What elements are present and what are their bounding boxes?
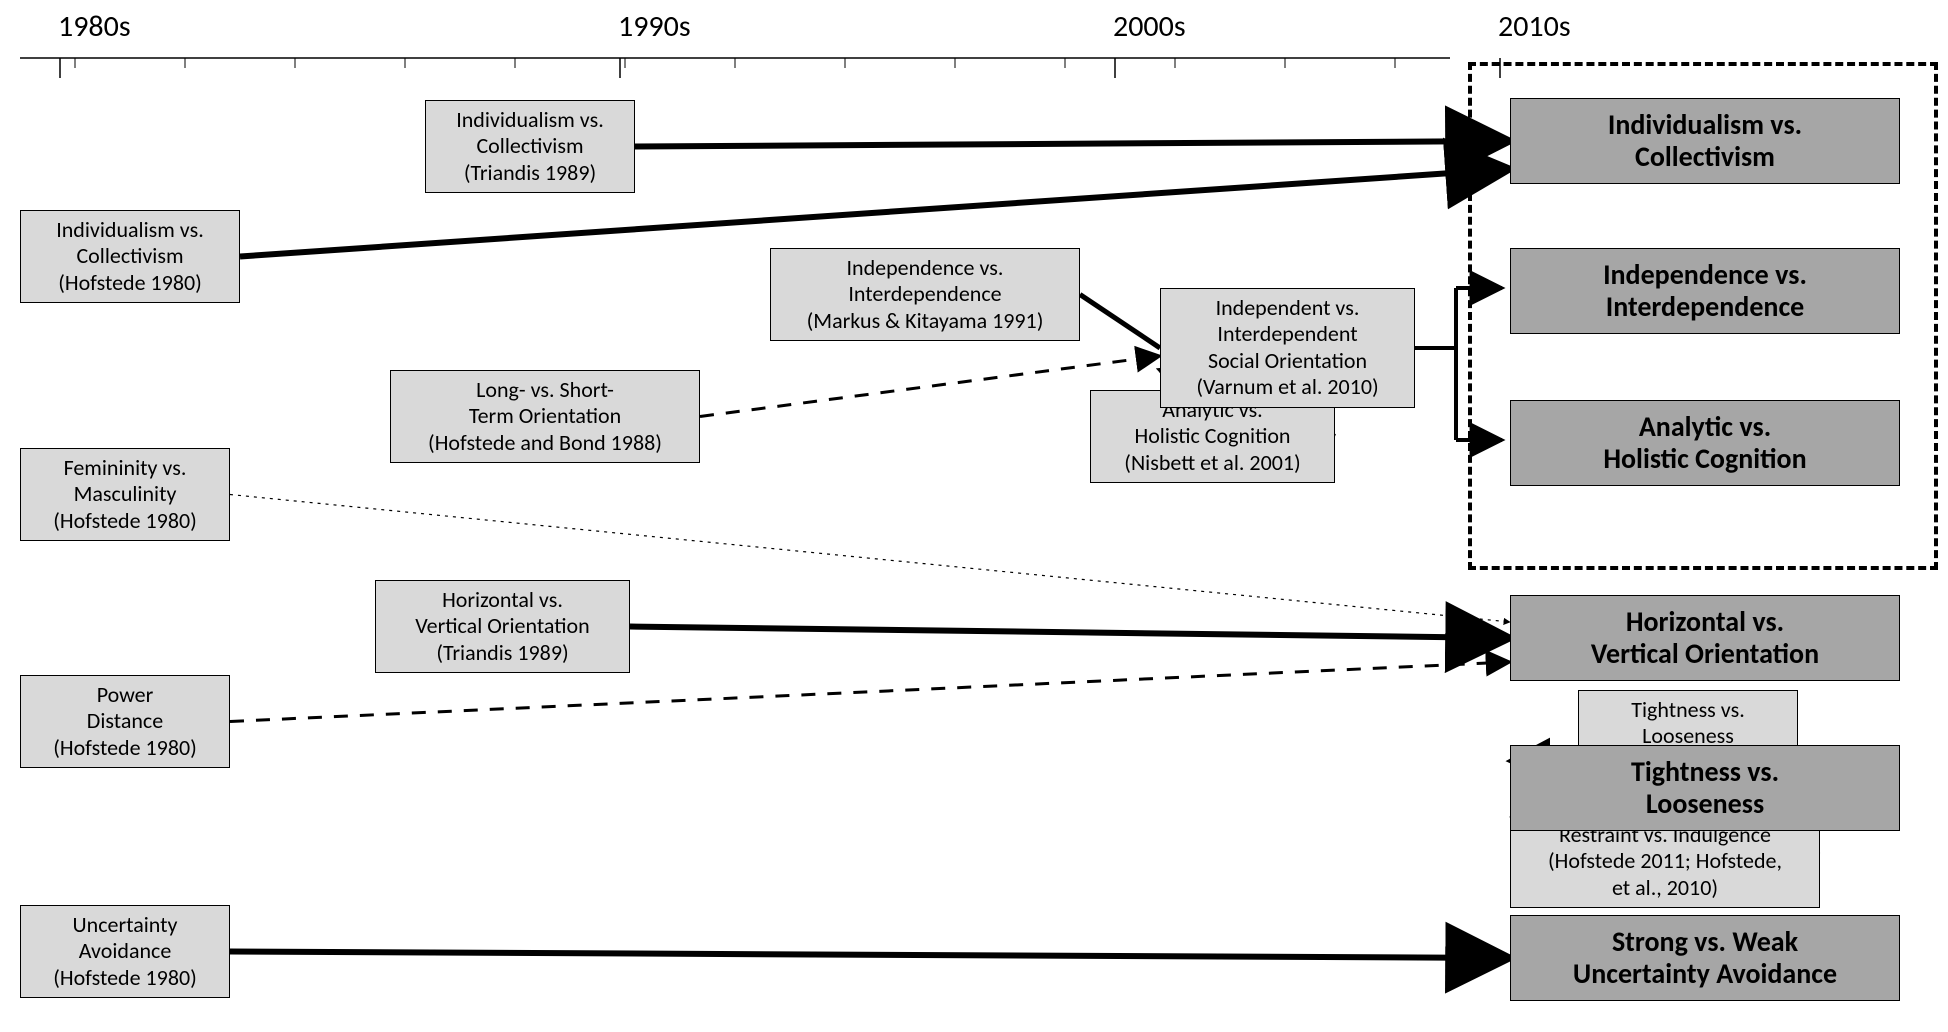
text-line: (Hofstede 1980) bbox=[31, 965, 219, 991]
target-node-tgt_ua: Strong vs. WeakUncertainty Avoidance bbox=[1510, 915, 1900, 1001]
target-node-tgt_hv: Horizontal vs.Vertical Orientation bbox=[1510, 595, 1900, 681]
text-line: Horizontal vs. bbox=[386, 587, 619, 613]
text-line: (Hofstede 2011; Hofstede, bbox=[1521, 848, 1809, 874]
source-node-triandis_hv_1989: Horizontal vs.Vertical Orientation(Trian… bbox=[375, 580, 630, 673]
text-line: Tightness vs. bbox=[1523, 756, 1887, 788]
source-node-hofstede_fem_1980: Femininity vs.Masculinity(Hofstede 1980) bbox=[20, 448, 230, 541]
diagram-canvas: 1980s1990s2000s2010sIndividualism vs.Col… bbox=[0, 0, 1948, 1032]
text-line: Individualism vs. bbox=[1523, 109, 1887, 141]
text-line: Long- vs. Short- bbox=[401, 377, 689, 403]
text-line: Uncertainty bbox=[31, 912, 219, 938]
text-line: Femininity vs. bbox=[31, 455, 219, 481]
text-line: Holistic Cognition bbox=[1523, 443, 1887, 475]
decade-label: 2000s bbox=[1113, 8, 1186, 45]
decade-label: 1980s bbox=[58, 8, 131, 45]
text-line: (Hofstede 1980) bbox=[31, 735, 219, 761]
text-line: (Nisbett et al. 2001) bbox=[1101, 450, 1324, 476]
text-line: (Hofstede 1980) bbox=[31, 508, 219, 534]
text-line: Individualism vs. bbox=[31, 217, 229, 243]
text-line: (Triandis 1989) bbox=[386, 640, 619, 666]
text-line: Independent vs. bbox=[1171, 295, 1404, 321]
text-line: (Hofstede 1980) bbox=[31, 270, 229, 296]
text-line: Collectivism bbox=[31, 243, 229, 269]
text-line: Tightness vs. bbox=[1589, 697, 1787, 723]
text-line: Independence vs. bbox=[781, 255, 1069, 281]
text-line: Analytic vs. bbox=[1523, 411, 1887, 443]
text-line: Holistic Cognition bbox=[1101, 423, 1324, 449]
text-line: Individualism vs. bbox=[436, 107, 624, 133]
text-line: Masculinity bbox=[31, 481, 219, 507]
text-line: Power bbox=[31, 682, 219, 708]
source-node-hofstede_ic_1980: Individualism vs.Collectivism(Hofstede 1… bbox=[20, 210, 240, 303]
text-line: Interdependent bbox=[1171, 321, 1404, 347]
target-node-tgt_tl: Tightness vs.Looseness bbox=[1510, 745, 1900, 831]
text-line: Avoidance bbox=[31, 938, 219, 964]
text-line: (Markus & Kitayama 1991) bbox=[781, 308, 1069, 334]
text-line: (Triandis 1989) bbox=[436, 160, 624, 186]
target-node-tgt_ind: Independence vs.Interdependence bbox=[1510, 248, 1900, 334]
text-line: (Varnum et al. 2010) bbox=[1171, 374, 1404, 400]
source-node-varnum_2010: Independent vs.InterdependentSocial Orie… bbox=[1160, 288, 1415, 408]
source-node-hofstede_pd_1980: PowerDistance(Hofstede 1980) bbox=[20, 675, 230, 768]
text-line: Independence vs. bbox=[1523, 259, 1887, 291]
text-line: Interdependence bbox=[781, 281, 1069, 307]
text-line: Vertical Orientation bbox=[386, 613, 619, 639]
text-line: Interdependence bbox=[1523, 291, 1887, 323]
source-node-triandis_ic_1989: Individualism vs.Collectivism(Triandis 1… bbox=[425, 100, 635, 193]
source-node-hofstede_bond_1988: Long- vs. Short-Term Orientation(Hofsted… bbox=[390, 370, 700, 463]
text-line: Horizontal vs. bbox=[1523, 606, 1887, 638]
text-line: et al., 2010) bbox=[1521, 875, 1809, 901]
target-node-tgt_hol: Analytic vs.Holistic Cognition bbox=[1510, 400, 1900, 486]
text-line: Looseness bbox=[1523, 788, 1887, 820]
target-node-tgt_ic: Individualism vs.Collectivism bbox=[1510, 98, 1900, 184]
source-node-hofstede_ua_1980: UncertaintyAvoidance(Hofstede 1980) bbox=[20, 905, 230, 998]
text-line: Distance bbox=[31, 708, 219, 734]
text-line: Vertical Orientation bbox=[1523, 638, 1887, 670]
text-line: Strong vs. Weak bbox=[1523, 926, 1887, 958]
source-node-markus_1991: Independence vs.Interdependence(Markus &… bbox=[770, 248, 1080, 341]
text-line: Social Orientation bbox=[1171, 348, 1404, 374]
text-line: Collectivism bbox=[436, 133, 624, 159]
text-line: (Hofstede and Bond 1988) bbox=[401, 430, 689, 456]
text-line: Uncertainty Avoidance bbox=[1523, 958, 1887, 990]
decade-label: 2010s bbox=[1498, 8, 1571, 45]
text-line: Collectivism bbox=[1523, 141, 1887, 173]
text-line: Term Orientation bbox=[401, 403, 689, 429]
decade-label: 1990s bbox=[618, 8, 691, 45]
